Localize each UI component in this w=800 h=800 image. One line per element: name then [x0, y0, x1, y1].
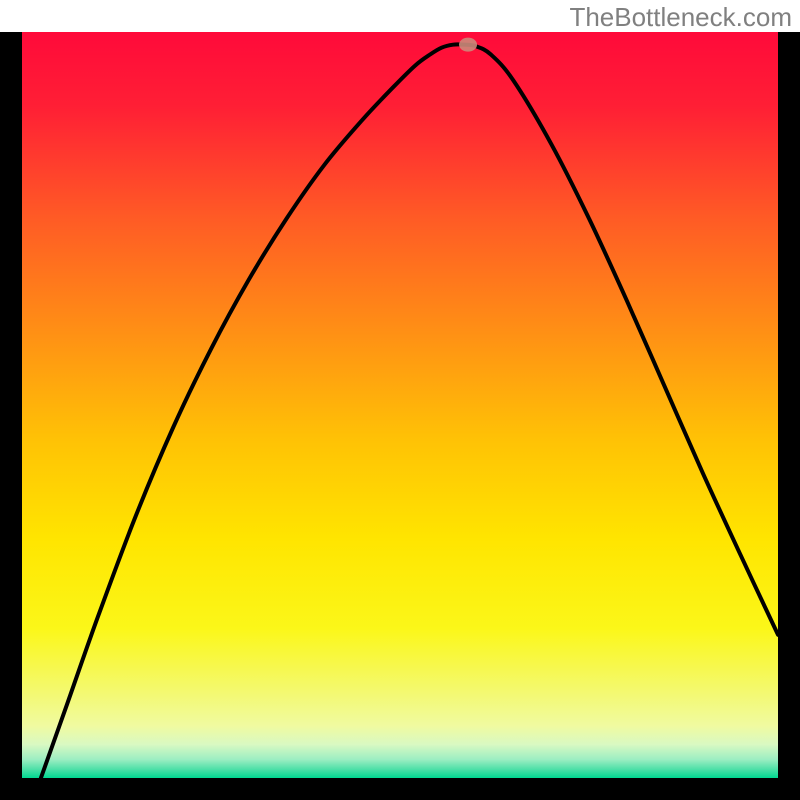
border-right — [778, 32, 800, 800]
plot-background — [22, 32, 778, 778]
optimal-point-marker — [459, 38, 477, 52]
bottleneck-chart — [0, 0, 800, 800]
border-bottom — [0, 778, 800, 800]
chart-container: TheBottleneck.com — [0, 0, 800, 800]
border-left — [0, 32, 22, 800]
watermark-text: TheBottleneck.com — [569, 2, 792, 33]
